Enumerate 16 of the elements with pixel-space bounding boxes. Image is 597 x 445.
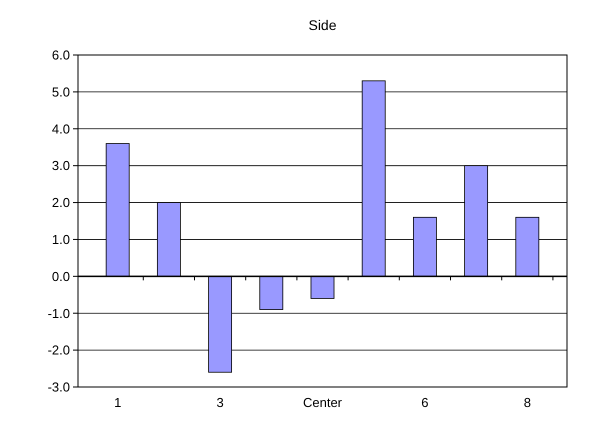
y-tick-label: 6.0 [52, 48, 70, 63]
y-tick-label: 3.0 [52, 158, 70, 174]
x-tick-label: 3 [216, 395, 224, 410]
x-tick-label: 8 [524, 395, 531, 410]
chart-title: Side [308, 17, 337, 33]
x-tick-label: 6 [421, 395, 429, 410]
y-tick-label: 2.0 [52, 195, 70, 210]
y-tick-label: 0.0 [52, 268, 70, 284]
x-tick-label: 1 [114, 395, 122, 410]
y-tick-label: 1.0 [52, 232, 70, 247]
y-tick-label: -2.0 [48, 342, 70, 358]
y-tick-label: -1.0 [48, 306, 70, 321]
y-tick-label: 4.0 [52, 121, 70, 136]
x-tick-label: Center [302, 395, 343, 410]
y-tick-label: 5.0 [52, 84, 70, 100]
y-tick-label: -3.0 [48, 380, 70, 395]
